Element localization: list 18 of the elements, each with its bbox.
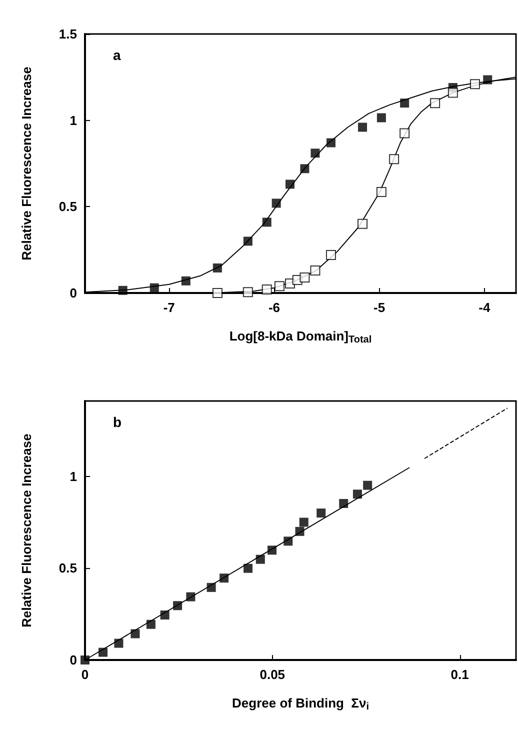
x-tick-label: 0.1 — [450, 667, 469, 682]
y-tick-label: 0 — [70, 652, 77, 668]
y-tick-label: 1.5 — [58, 26, 77, 42]
y-axis-title: Relative Fluorescence Increase — [19, 66, 34, 260]
x-tick-label: 0 — [81, 667, 89, 682]
x-tick-label: -4 — [478, 300, 492, 315]
y-tick-label: 0.5 — [58, 560, 77, 576]
y-tick-label: 0.5 — [58, 199, 77, 214]
y-tick-label: 1 — [70, 112, 77, 128]
annotation: b — [113, 414, 122, 430]
x-tick-label: 0.05 — [260, 667, 286, 682]
annotation: a — [113, 47, 121, 63]
y-axis-title: Relative Fluorescence Increase — [19, 434, 34, 628]
x-tick-label: -6 — [268, 300, 280, 315]
x-tick-label: -7 — [163, 300, 175, 315]
x-tick-label: -5 — [374, 300, 386, 315]
y-tick-label: 1 — [70, 468, 77, 484]
y-tick-label: 0 — [70, 286, 77, 300]
